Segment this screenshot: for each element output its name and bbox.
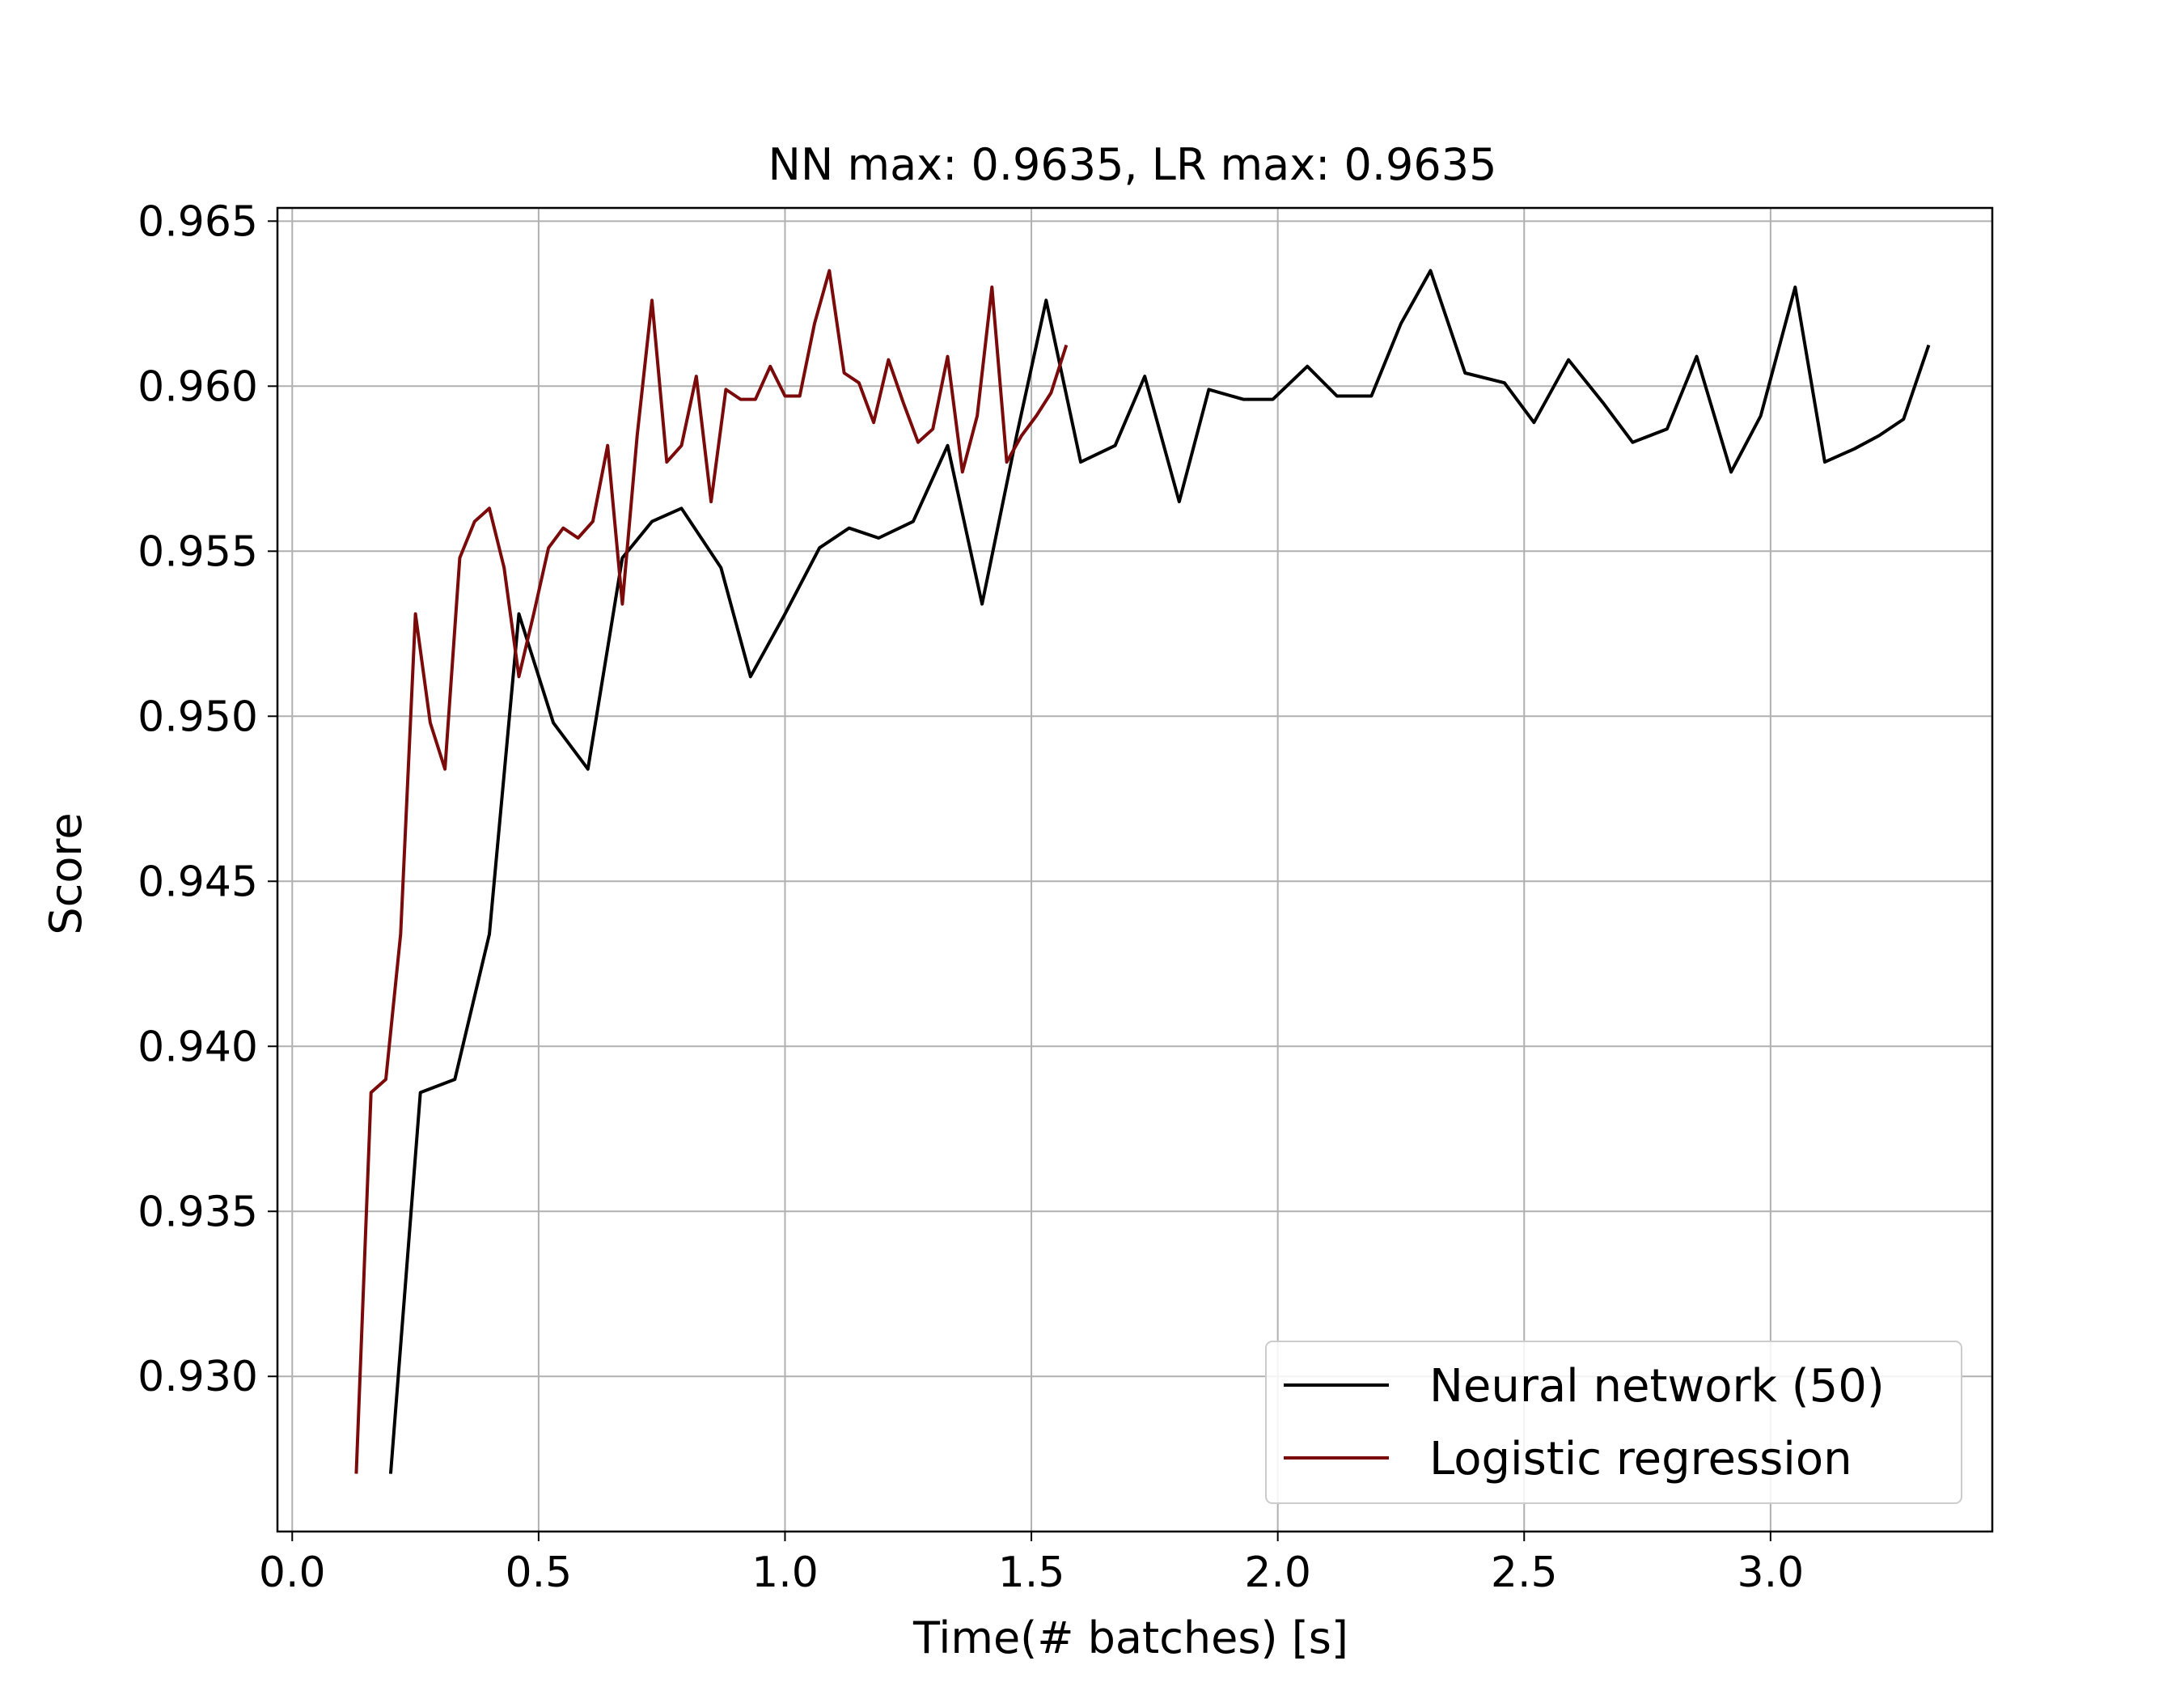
grid: [277, 208, 1992, 1532]
y-tick-label: 0.960: [138, 362, 258, 411]
y-tick-label: 0.935: [138, 1188, 258, 1236]
y-tick-label: 0.950: [138, 693, 258, 741]
x-tick-label: 1.5: [998, 1549, 1065, 1597]
plot-frame: [276, 206, 1994, 1533]
x-tick-label: 0.0: [259, 1549, 326, 1597]
legend-label: Neural network (50): [1429, 1360, 1885, 1413]
y-tick-label: 0.930: [138, 1353, 258, 1401]
y-tick-label: 0.945: [138, 858, 258, 906]
y-axis-title: Score: [40, 812, 91, 934]
x-tick-label: 0.5: [506, 1549, 573, 1597]
legend: Neural network (50) Logistic regression: [1265, 1341, 1962, 1504]
x-tick-label: 3.0: [1737, 1549, 1805, 1597]
series-layer: [354, 269, 1931, 1474]
series-line-1: [388, 269, 1931, 1474]
y-tick-label: 0.940: [138, 1023, 258, 1071]
y-tick-label: 0.965: [138, 197, 258, 246]
legend-label: Logistic regression: [1429, 1433, 1852, 1485]
x-tick-label: 2.0: [1244, 1549, 1311, 1597]
chart-title: NN max: 0.9635, LR max: 0.9635: [768, 139, 1497, 190]
x-axis-title: Time(# batches) [s]: [912, 1612, 1348, 1663]
x-tick-label: 1.0: [751, 1549, 819, 1597]
legend-box: [1265, 1341, 1962, 1504]
x-tick-label: 2.5: [1491, 1549, 1558, 1597]
axis-ticks: 0.0 0.5 1.0 1.5 2.0 2.5 3.0 0.930 0.935 0.940 0.94…: [138, 197, 1804, 1597]
series-line-2: [354, 269, 1069, 1474]
y-tick-label: 0.955: [138, 527, 258, 576]
